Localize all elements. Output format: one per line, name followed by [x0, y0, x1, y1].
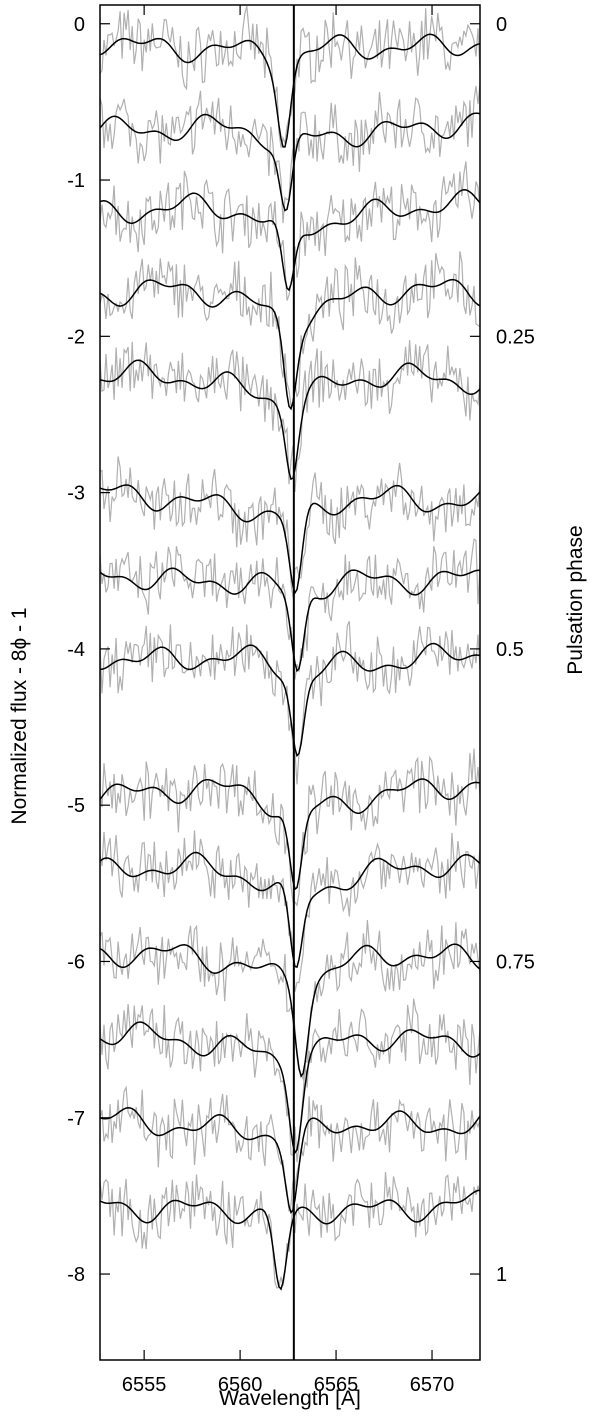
plot-frame [99, 4, 481, 1361]
model-spectrum-line [100, 642, 481, 758]
observed-spectrum-line [99, 919, 481, 1082]
model-spectrum-line [99, 359, 481, 481]
y-tick-label: -7 [67, 1108, 85, 1130]
observed-spectrum-line [99, 339, 481, 492]
observed-spectrum-line [99, 83, 481, 224]
x-axis-title: Wavelength [A] [219, 1387, 361, 1410]
observed-spectrum-line [99, 1085, 481, 1212]
y2-tick-label: 1 [496, 1264, 507, 1286]
y-tick-label: -6 [67, 951, 85, 973]
model-spectrum-line [99, 189, 481, 292]
model-spectrum-line [99, 778, 481, 891]
observed-spectrum-line [99, 5, 481, 148]
observed-spectrum-line [99, 538, 481, 680]
x-tick-label: 6555 [122, 1374, 167, 1396]
y-tick-label: -8 [67, 1264, 85, 1286]
x-tick-label: 6565 [314, 1374, 359, 1396]
y-tick-label: -3 [67, 483, 85, 505]
observed-spectrum-line [99, 998, 481, 1163]
model-spectra [99, 33, 481, 1291]
observed-spectrum-line [99, 621, 481, 785]
y-tick-label: -1 [67, 170, 85, 192]
model-spectrum-line [99, 851, 481, 969]
y2-tick-label: 0.75 [496, 951, 535, 973]
y2-tick-label: 0 [496, 14, 507, 36]
model-spectrum-line [99, 567, 481, 673]
model-spectrum-line [99, 1021, 481, 1155]
model-spectrum-line [99, 278, 481, 411]
y-axis-title: Normalized flux - 8ϕ - 1 [8, 607, 31, 824]
observed-spectrum-line [99, 161, 481, 301]
y-tick-label: -5 [67, 795, 85, 817]
y2-tick-label: 0.25 [496, 326, 535, 348]
y2-tick-label: 0.5 [496, 639, 524, 661]
model-spectrum-line [99, 33, 481, 148]
y2-axis-title: Pulsation phase [564, 525, 587, 674]
model-spectrum-line [99, 112, 481, 212]
y-tick-label: 0 [74, 14, 85, 36]
observed-spectrum-line [99, 251, 481, 408]
model-spectrum-line [99, 1107, 481, 1215]
model-spectrum-line [99, 484, 481, 595]
observed-spectrum-line [99, 1171, 481, 1289]
observed-spectrum-line [99, 748, 481, 907]
model-spectrum-line [99, 943, 481, 1078]
y-tick-label: -2 [67, 326, 85, 348]
axis-ticks: 6555 6560 6565 6570 0 -1 -2 -3 -4 -5 -6 -7 -8 0 0.25 0.… [67, 5, 535, 1396]
x-tick-label: 6560 [218, 1374, 263, 1396]
y-tick-label: -4 [67, 639, 85, 661]
x-tick-label: 6570 [410, 1374, 455, 1396]
model-spectrum-line [99, 1189, 481, 1291]
